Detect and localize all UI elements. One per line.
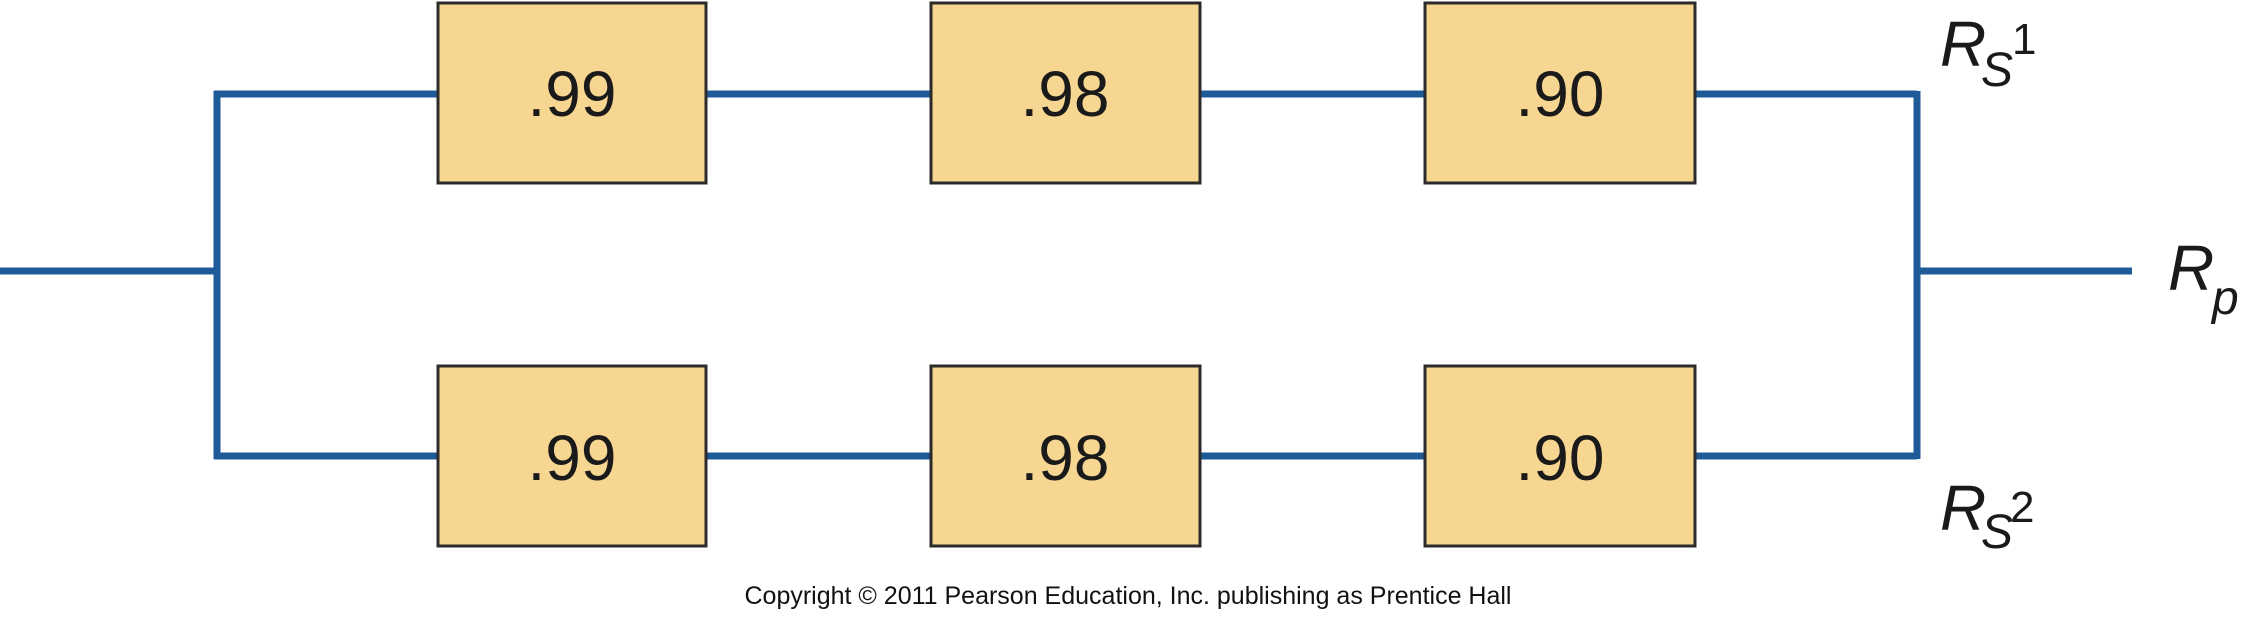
bottom-branch: .99 .98 .90: [436, 364, 1697, 548]
svg-text:p: p: [2210, 272, 2239, 325]
component-reliability: .98: [1021, 422, 1110, 494]
output-label-rp: R p: [2168, 232, 2239, 325]
component-box: .99: [436, 364, 708, 548]
svg-text:S: S: [1981, 44, 2013, 97]
component-reliability: .90: [1516, 422, 1605, 494]
svg-text:1: 1: [2012, 15, 2036, 64]
branch-label-rs2: R S 2: [1940, 472, 2034, 559]
component-box: .98: [929, 1, 1202, 185]
component-reliability: .99: [528, 422, 617, 494]
svg-text:S: S: [1981, 506, 2013, 559]
svg-text:2: 2: [2010, 483, 2034, 532]
svg-text:R: R: [1940, 8, 1986, 80]
component-box: .90: [1423, 364, 1697, 548]
top-branch: .99 .98 .90: [436, 1, 1697, 185]
component-reliability: .98: [1021, 58, 1110, 130]
component-reliability: .90: [1516, 58, 1605, 130]
svg-text:R: R: [1940, 472, 1986, 544]
branch-label-rs1: R S 1: [1940, 8, 2036, 97]
component-box: .99: [436, 1, 708, 185]
wiring: [0, 90, 2132, 460]
svg-text:R: R: [2168, 232, 2214, 304]
component-reliability: .99: [528, 58, 617, 130]
component-box: .90: [1423, 1, 1697, 185]
copyright-notice: Copyright © 2011 Pearson Education, Inc.…: [744, 582, 1511, 610]
component-box: .98: [929, 364, 1202, 548]
